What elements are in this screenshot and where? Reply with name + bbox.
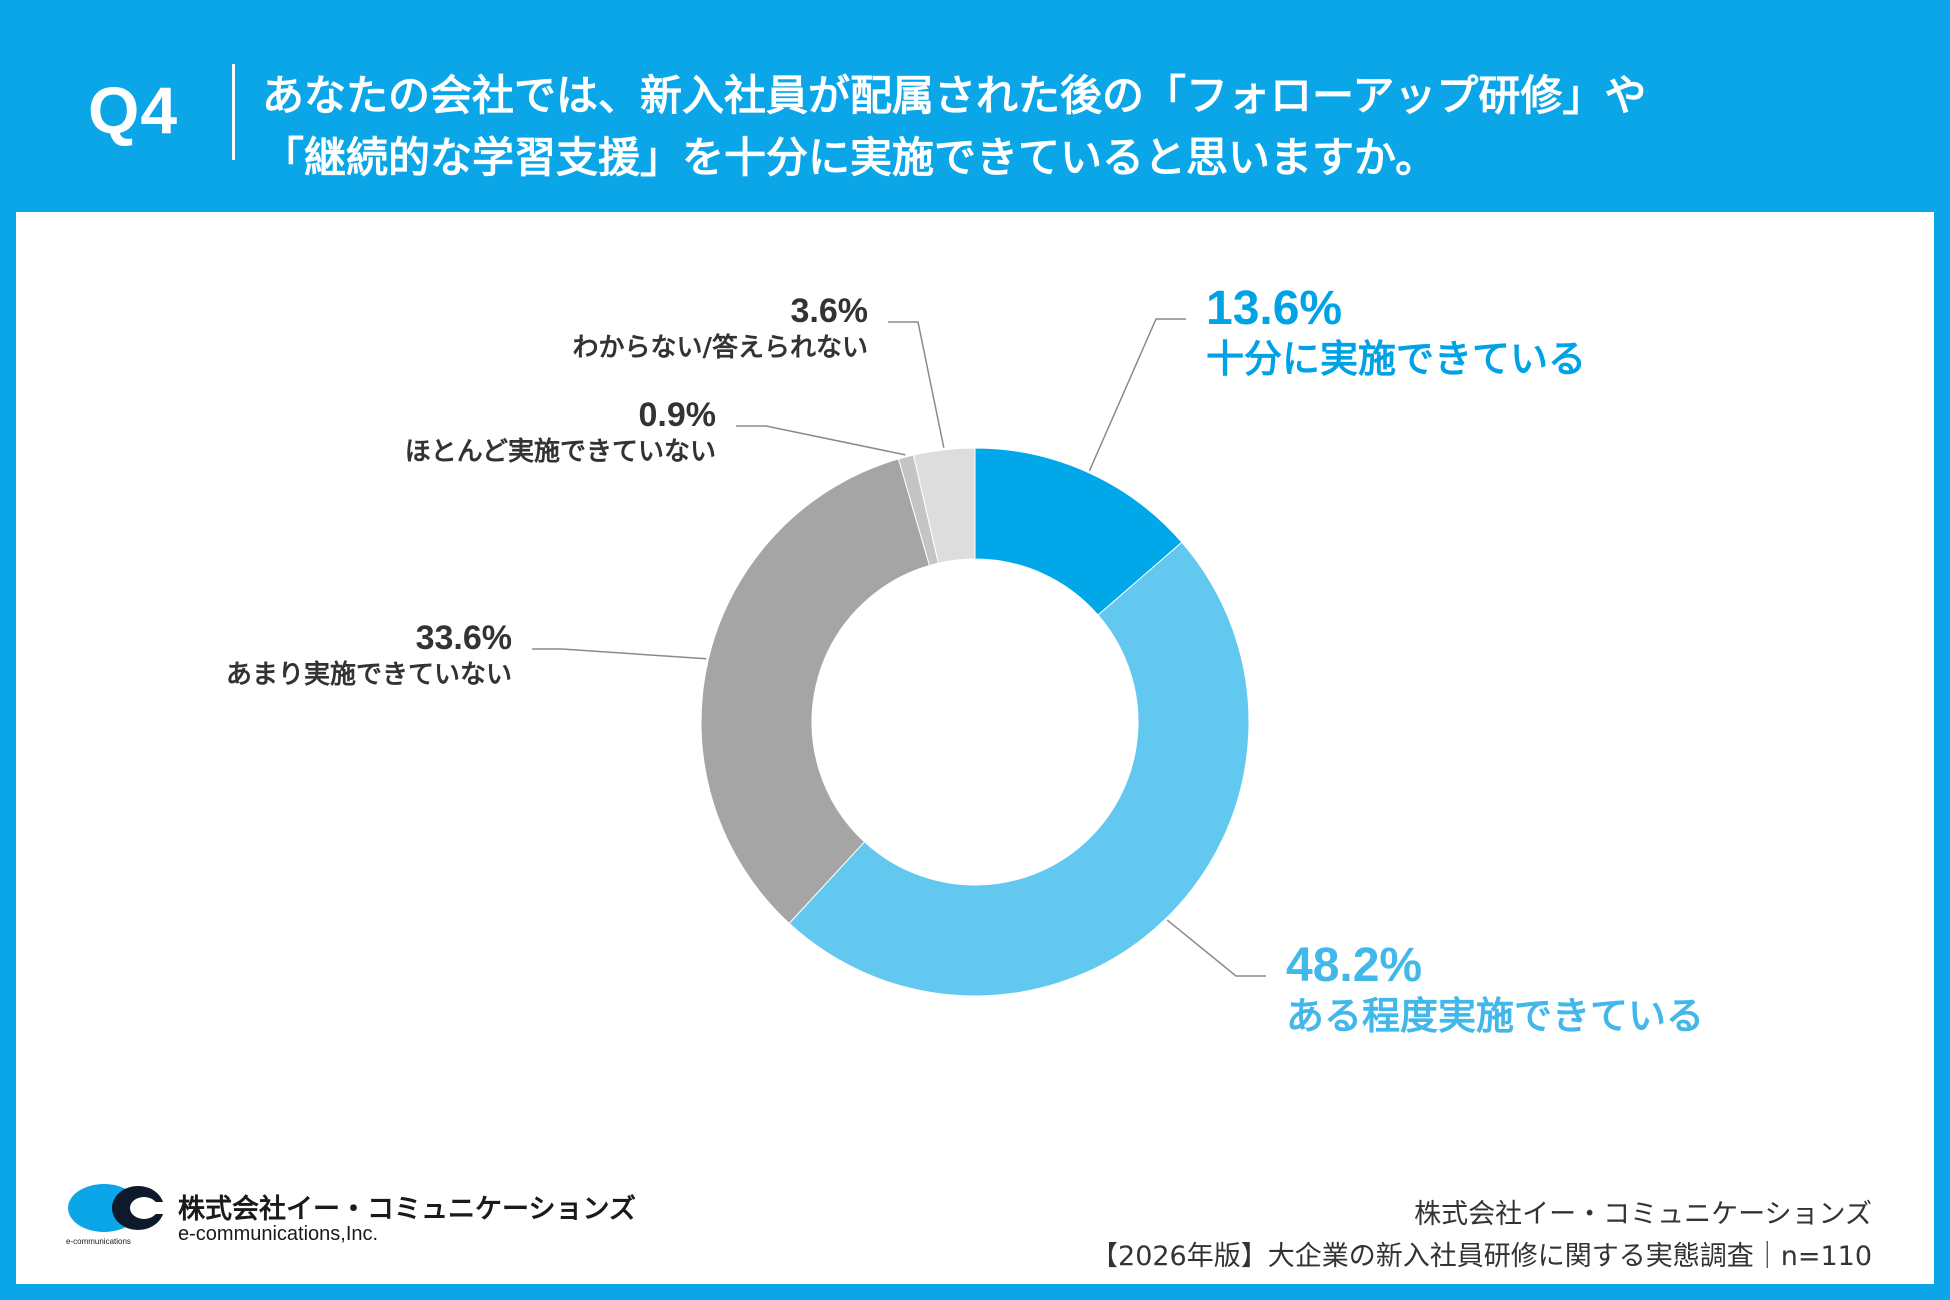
question-text-line-2: 「継続的な学習支援」を十分に実施できていると思いますか。	[262, 133, 1438, 182]
slice-percentage: 0.9%	[639, 396, 717, 434]
leader-line	[888, 321, 945, 448]
leader-line	[532, 648, 707, 660]
slice-percentage: 33.6%	[416, 619, 512, 657]
slice-label: ある程度実施できている	[1286, 994, 1704, 1038]
slice-label: 十分に実施できている	[1206, 337, 1586, 381]
slice-label: ほとんど実施できていない	[405, 436, 716, 467]
donut-chart: 13.6%十分に実施できている 48.2%ある程度実施できている 33.6%あまり実…	[226, 282, 1704, 1038]
slice-percentage: 13.6%	[1206, 282, 1342, 335]
slice-percentage: 3.6%	[791, 292, 869, 330]
question-text-line-1: あなたの会社では、新入社員が配属された後の「フォローアップ研修」や	[262, 71, 1647, 120]
logo-tiny-text: e-communications	[66, 1237, 131, 1246]
donut-slice	[700, 458, 931, 925]
logo-company-name: 株式会社イー・コミュニケーションズ	[178, 1194, 636, 1225]
leader-line	[1166, 919, 1266, 977]
source-survey: 【2026年版】大企業の新入社員研修に関する実態調査｜n=110	[1091, 1241, 1872, 1272]
header-divider	[232, 64, 235, 160]
source-company: 株式会社イー・コミュニケーションズ	[1414, 1199, 1872, 1230]
slice-label: わからない/答えられない	[573, 332, 869, 363]
question-number: Q4	[88, 73, 179, 147]
slice-label: あまり実施できていない	[226, 659, 512, 690]
chart-panel: 13.6% 十分に実施できている 48.2% ある程度実施できている 33.6% あまり実…	[16, 212, 1934, 1284]
logo-english-name: e-communications,Inc.	[178, 1223, 379, 1245]
slice-percentage: 48.2%	[1286, 939, 1422, 992]
leader-line	[736, 425, 906, 456]
company-logo-icon	[68, 1184, 176, 1232]
donut-slice	[912, 447, 976, 564]
donut-slice	[788, 541, 1250, 997]
question-header: Q4 あなたの会社では、新入社員が配属された後の「フォローアップ研修」や 「継続…	[0, 0, 1950, 210]
leader-line	[1088, 318, 1186, 472]
